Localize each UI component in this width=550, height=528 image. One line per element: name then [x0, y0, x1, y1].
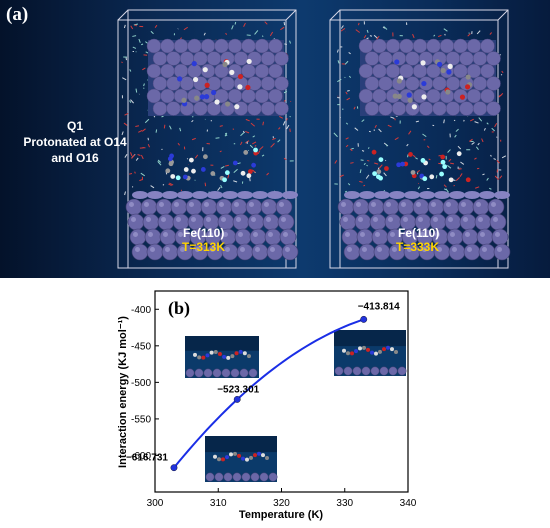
inset-313K [185, 336, 259, 378]
y-tick-label: -550 [131, 414, 151, 425]
x-axis-ticks: 300 310 320 330 340 [147, 488, 417, 509]
box-edge [286, 10, 296, 20]
data-point [171, 464, 177, 470]
x-tick-label: 330 [336, 498, 353, 509]
data-label: −616.731 [126, 453, 168, 464]
temperature-label-313: T=313K [182, 240, 225, 254]
panel-a-label: (a) [6, 4, 28, 26]
y-tick-label: -400 [131, 305, 151, 316]
panel-b-label: (b) [168, 298, 190, 319]
inset-303K [205, 436, 277, 482]
data-label: −413.814 [358, 301, 400, 312]
upper-slab [359, 39, 501, 116]
data-label: −523.301 [217, 384, 259, 395]
annotation-line-2: Protonated at O14 [20, 134, 130, 150]
surface-label-333: Fe(110) [398, 226, 439, 240]
box-edge [498, 10, 508, 20]
solvated-molecule [372, 150, 471, 182]
y-tick-label: -450 [131, 341, 151, 352]
x-tick-label: 340 [400, 498, 417, 509]
x-tick-label: 310 [210, 498, 227, 509]
y-tick-label: -500 [131, 378, 151, 389]
plot-frame [155, 291, 408, 492]
box-edge [118, 10, 128, 20]
box-edge [330, 10, 340, 20]
data-point [361, 316, 367, 322]
y-axis-label: Interaction energy (KJ mol⁻¹) [117, 316, 129, 468]
annotation-line-1: Q1 [20, 118, 130, 134]
x-tick-label: 300 [147, 498, 164, 509]
molecule-annotation: Q1 Protonated at O14 and O16 [20, 118, 130, 166]
panel-a-simulation-snapshots: (a) Q1 Protonated at O14 and O16 Fe(110)… [0, 0, 550, 278]
inset-333K [334, 330, 406, 376]
x-tick-label: 320 [273, 498, 290, 509]
temperature-label-333: T=333K [396, 240, 439, 254]
surface-label-313: Fe(110) [183, 226, 224, 240]
x-axis-label: Temperature (K) [239, 509, 323, 521]
data-point [234, 396, 240, 402]
annotation-line-3: and O16 [20, 150, 130, 166]
